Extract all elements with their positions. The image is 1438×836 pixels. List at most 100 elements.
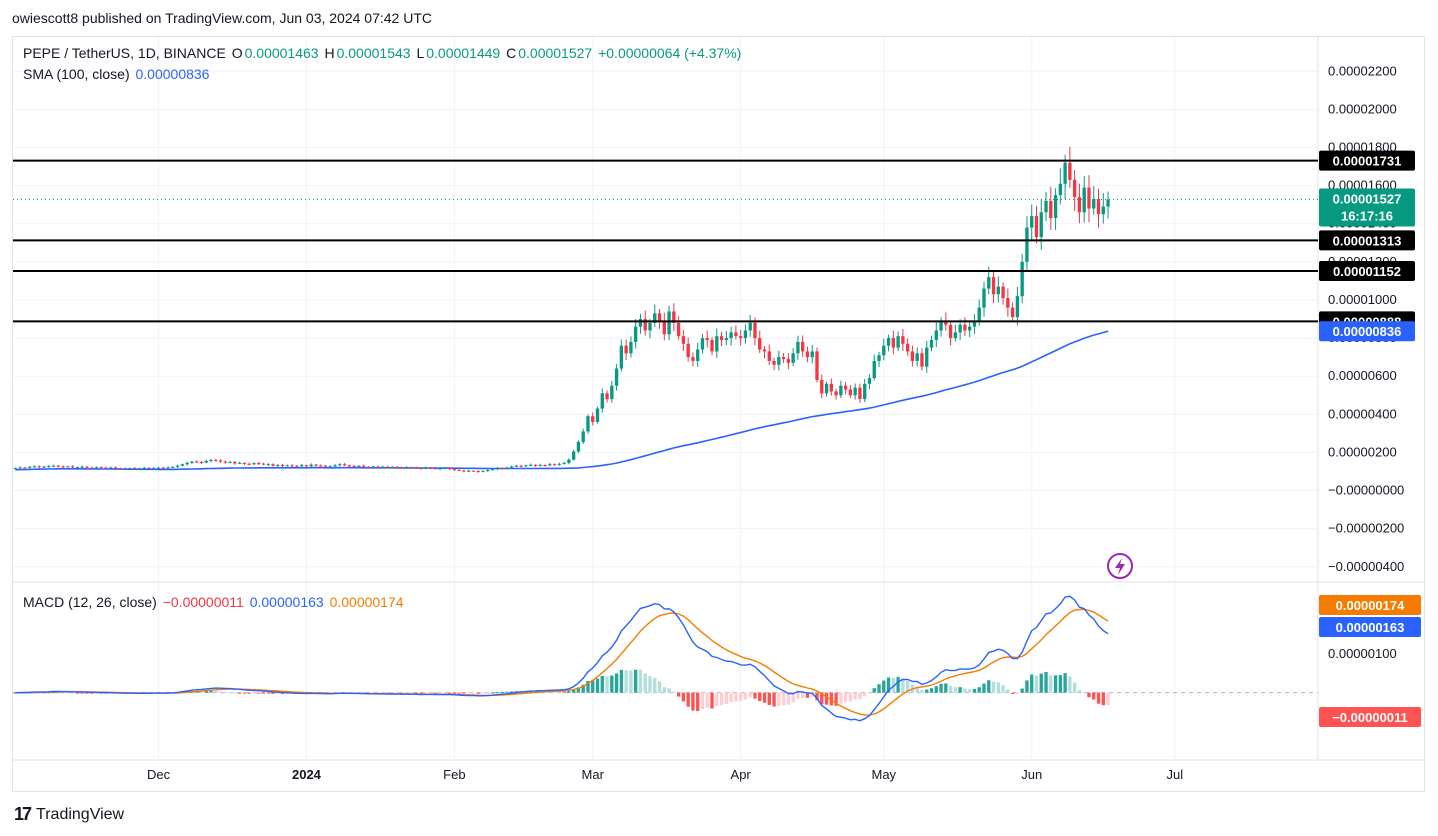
candle-body	[156, 467, 161, 469]
candle-body	[624, 345, 628, 354]
macd-hist-bar	[424, 692, 428, 694]
macd-hist-bar	[777, 692, 781, 706]
candle-body	[1092, 198, 1096, 209]
symbol-title[interactable]: PEPE / TetherUS, 1D, BINANCE	[23, 45, 226, 61]
macd-hist-bar	[257, 692, 261, 694]
macd-hist-bar	[605, 676, 609, 693]
open-value: 0.00001463	[244, 45, 319, 61]
macd-hist-bar	[696, 692, 700, 711]
macd-hist-bar	[634, 669, 638, 693]
candle-body	[290, 465, 294, 467]
candle-body	[557, 463, 562, 465]
lightning-icon[interactable]	[1107, 553, 1133, 579]
macd-hist-bar	[419, 692, 423, 694]
macd-hist-bar	[218, 691, 223, 693]
candle-body	[185, 462, 189, 465]
macd-hist-bar	[261, 692, 266, 694]
macd-hist-bar	[972, 688, 977, 693]
macd-hist-bar	[958, 687, 962, 693]
candle-body	[824, 383, 829, 394]
candle-body	[323, 465, 328, 467]
candle-body	[929, 339, 934, 348]
macd-label[interactable]: MACD (12, 26, close)	[23, 594, 157, 610]
macd-y-tick-label: 0.00000100	[1328, 646, 1397, 661]
candle-body	[13, 468, 18, 470]
macd-hist-bar	[858, 692, 862, 700]
macd-hist-bar	[1063, 673, 1067, 693]
macd-hist-bar	[619, 669, 624, 693]
macd-hist-bar	[786, 692, 791, 705]
x-tick-label: 2024	[292, 767, 322, 782]
macd-tag-text: −0.00000011	[1332, 710, 1408, 725]
candle-body	[767, 351, 771, 361]
candle-body	[147, 467, 151, 469]
candle-body	[376, 466, 380, 468]
candle-body	[75, 467, 80, 469]
candle-body	[328, 466, 332, 468]
candle-body	[805, 351, 810, 358]
macd-hist-bar	[815, 692, 819, 701]
candle-body	[700, 338, 705, 350]
low-label: L	[416, 45, 425, 61]
y-tick-label: 0.00000400	[1328, 406, 1397, 421]
candle-body	[648, 322, 652, 331]
candle-body	[390, 466, 395, 468]
candle-body	[61, 466, 65, 468]
candle-body	[696, 349, 700, 361]
macd-hist-bar	[438, 692, 442, 694]
tradingview-logo-icon: 17	[14, 804, 32, 824]
candle-body	[171, 466, 175, 468]
candle-body	[719, 336, 724, 340]
candle-body	[462, 470, 466, 472]
macd-hist-bar	[204, 690, 208, 693]
macd-hist-bar	[1049, 675, 1053, 693]
macd-hist-bar	[586, 681, 590, 693]
macd-hist-bar	[595, 678, 600, 693]
candle-body	[180, 464, 185, 466]
candle-body	[576, 441, 581, 452]
macd-hist-bar	[638, 669, 643, 693]
candle-body	[133, 468, 137, 470]
candle-body	[896, 336, 900, 348]
candle-body	[404, 467, 409, 469]
candle-body	[195, 461, 199, 463]
candles	[13, 146, 1110, 473]
footer-brand[interactable]: 17 TradingView	[14, 804, 124, 825]
macd-hist-bar	[214, 691, 218, 693]
candle-body	[634, 326, 638, 342]
macd-hist-bar	[1044, 672, 1048, 693]
macd-hist-bar	[686, 692, 690, 707]
lightning-icon-bolt	[1115, 558, 1125, 575]
macd-hist-bar	[576, 687, 581, 693]
macd-hist-bar	[56, 692, 60, 694]
candle-body	[753, 322, 757, 339]
candle-body	[605, 393, 609, 400]
candle-body	[886, 338, 891, 346]
y-tick-label: 0.00000200	[1328, 444, 1397, 459]
candle-body	[810, 351, 814, 358]
macd-hist-bar	[428, 692, 433, 694]
macd-hist-bar	[882, 680, 886, 693]
candle-body	[433, 468, 437, 470]
brand-name: TradingView	[36, 805, 125, 823]
macd-hist-bar	[271, 692, 275, 694]
candle-body	[681, 336, 686, 344]
countdown-text: 16:17:16	[1341, 209, 1393, 224]
candle-body	[963, 324, 967, 331]
macd-hist-bar	[796, 692, 800, 699]
candle-body	[319, 465, 323, 467]
candle-body	[166, 467, 170, 469]
x-tick-label: Dec	[147, 767, 171, 782]
macd-hist-bar	[834, 692, 838, 706]
candle-body	[653, 313, 657, 323]
candle-body	[128, 468, 132, 470]
sma-label[interactable]: SMA (100, close)	[23, 66, 130, 82]
grid-lines	[13, 37, 1318, 760]
macd-hist-bar	[1101, 692, 1105, 706]
candle-body	[223, 461, 228, 463]
candle-body	[257, 463, 261, 465]
candle-body	[304, 465, 309, 467]
candle-body	[915, 353, 919, 361]
macd-hist-bar	[724, 692, 729, 704]
